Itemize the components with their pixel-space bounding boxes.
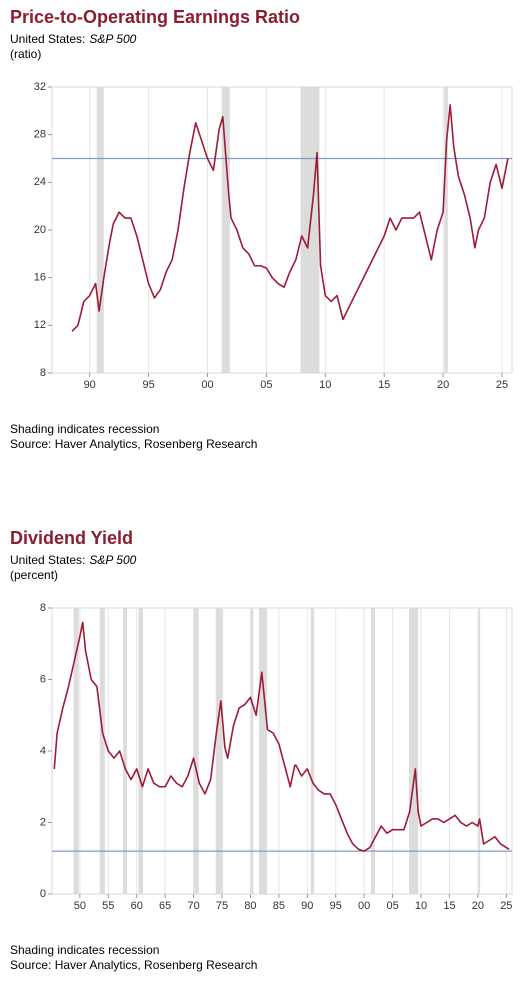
data-line	[53, 621, 510, 852]
subtitle: United States:	[10, 553, 85, 567]
x-tick-label: 20	[472, 900, 484, 912]
recession-band	[444, 87, 448, 373]
x-tick-label: 50	[74, 900, 86, 912]
x-tick-label: 90	[301, 900, 313, 912]
x-tick-label: 65	[159, 900, 171, 912]
x-tick-label: 15	[378, 379, 390, 391]
recession-band	[478, 608, 481, 894]
x-tick-label: 05	[260, 379, 272, 391]
recession-band	[250, 608, 254, 894]
recession-band	[409, 608, 419, 894]
y-tick-label: 24	[34, 176, 46, 188]
x-tick-label: 95	[330, 900, 342, 912]
x-tick-label: 25	[496, 379, 508, 391]
x-tick-label: 55	[102, 900, 114, 912]
y-tick-label: 20	[34, 224, 46, 236]
y-tick-label: 6	[40, 673, 46, 685]
chart-title: Price-to-Operating Earnings Ratio	[10, 7, 300, 27]
y-tick-label: 2	[40, 816, 46, 828]
x-tick-label: 00	[201, 379, 213, 391]
x-tick-label: 10	[415, 900, 427, 912]
recession-band	[215, 608, 224, 894]
x-tick-label: 75	[216, 900, 228, 912]
y-tick-label: 4	[40, 745, 46, 757]
x-tick-label: 25	[500, 900, 512, 912]
data-line	[71, 104, 509, 332]
recession-band	[221, 87, 230, 373]
recession-band	[73, 608, 79, 894]
recession-band	[96, 87, 104, 373]
x-tick-label: 85	[273, 900, 285, 912]
note: Shading indicates recession	[10, 422, 159, 436]
note: Source: Haver Analytics, Rosenberg Resea…	[10, 437, 257, 451]
x-tick-label: 90	[84, 379, 96, 391]
chart: Price-to-Operating Earnings Ratio United …	[10, 7, 513, 451]
y-tick-label: 28	[34, 129, 46, 141]
x-tick-label: 15	[443, 900, 455, 912]
recession-band	[310, 608, 315, 894]
x-tick-label: 00	[358, 900, 370, 912]
unit-label: (ratio)	[10, 47, 41, 61]
x-tick-label: 95	[142, 379, 154, 391]
recession-band	[258, 608, 267, 894]
x-tick-label: 20	[437, 379, 449, 391]
recession-band	[193, 608, 199, 894]
x-tick-label: 05	[386, 900, 398, 912]
x-tick-label: 80	[244, 900, 256, 912]
note: Source: Haver Analytics, Rosenberg Resea…	[10, 958, 257, 972]
subtitle: United States:	[10, 32, 85, 46]
x-tick-label: 60	[131, 900, 143, 912]
y-tick-label: 16	[34, 272, 46, 284]
unit-label: (percent)	[10, 568, 58, 582]
y-tick-label: 8	[40, 367, 46, 379]
recession-band	[99, 608, 105, 894]
subtitle-series: S&P 500	[89, 553, 136, 567]
subtitle-series: S&P 500	[89, 32, 136, 46]
x-tick-label: 70	[187, 900, 199, 912]
recession-band	[123, 608, 128, 894]
note: Shading indicates recession	[10, 943, 159, 957]
x-tick-label: 10	[319, 379, 331, 391]
y-tick-label: 0	[40, 888, 46, 900]
recession-band	[138, 608, 143, 894]
y-tick-label: 32	[34, 81, 46, 93]
y-tick-label: 12	[34, 319, 46, 331]
recession-band	[370, 608, 375, 894]
chart-title: Dividend Yield	[10, 528, 133, 548]
chart: Dividend Yield United States: S&P 500 (perc…	[10, 528, 513, 972]
y-tick-label: 8	[40, 602, 46, 614]
